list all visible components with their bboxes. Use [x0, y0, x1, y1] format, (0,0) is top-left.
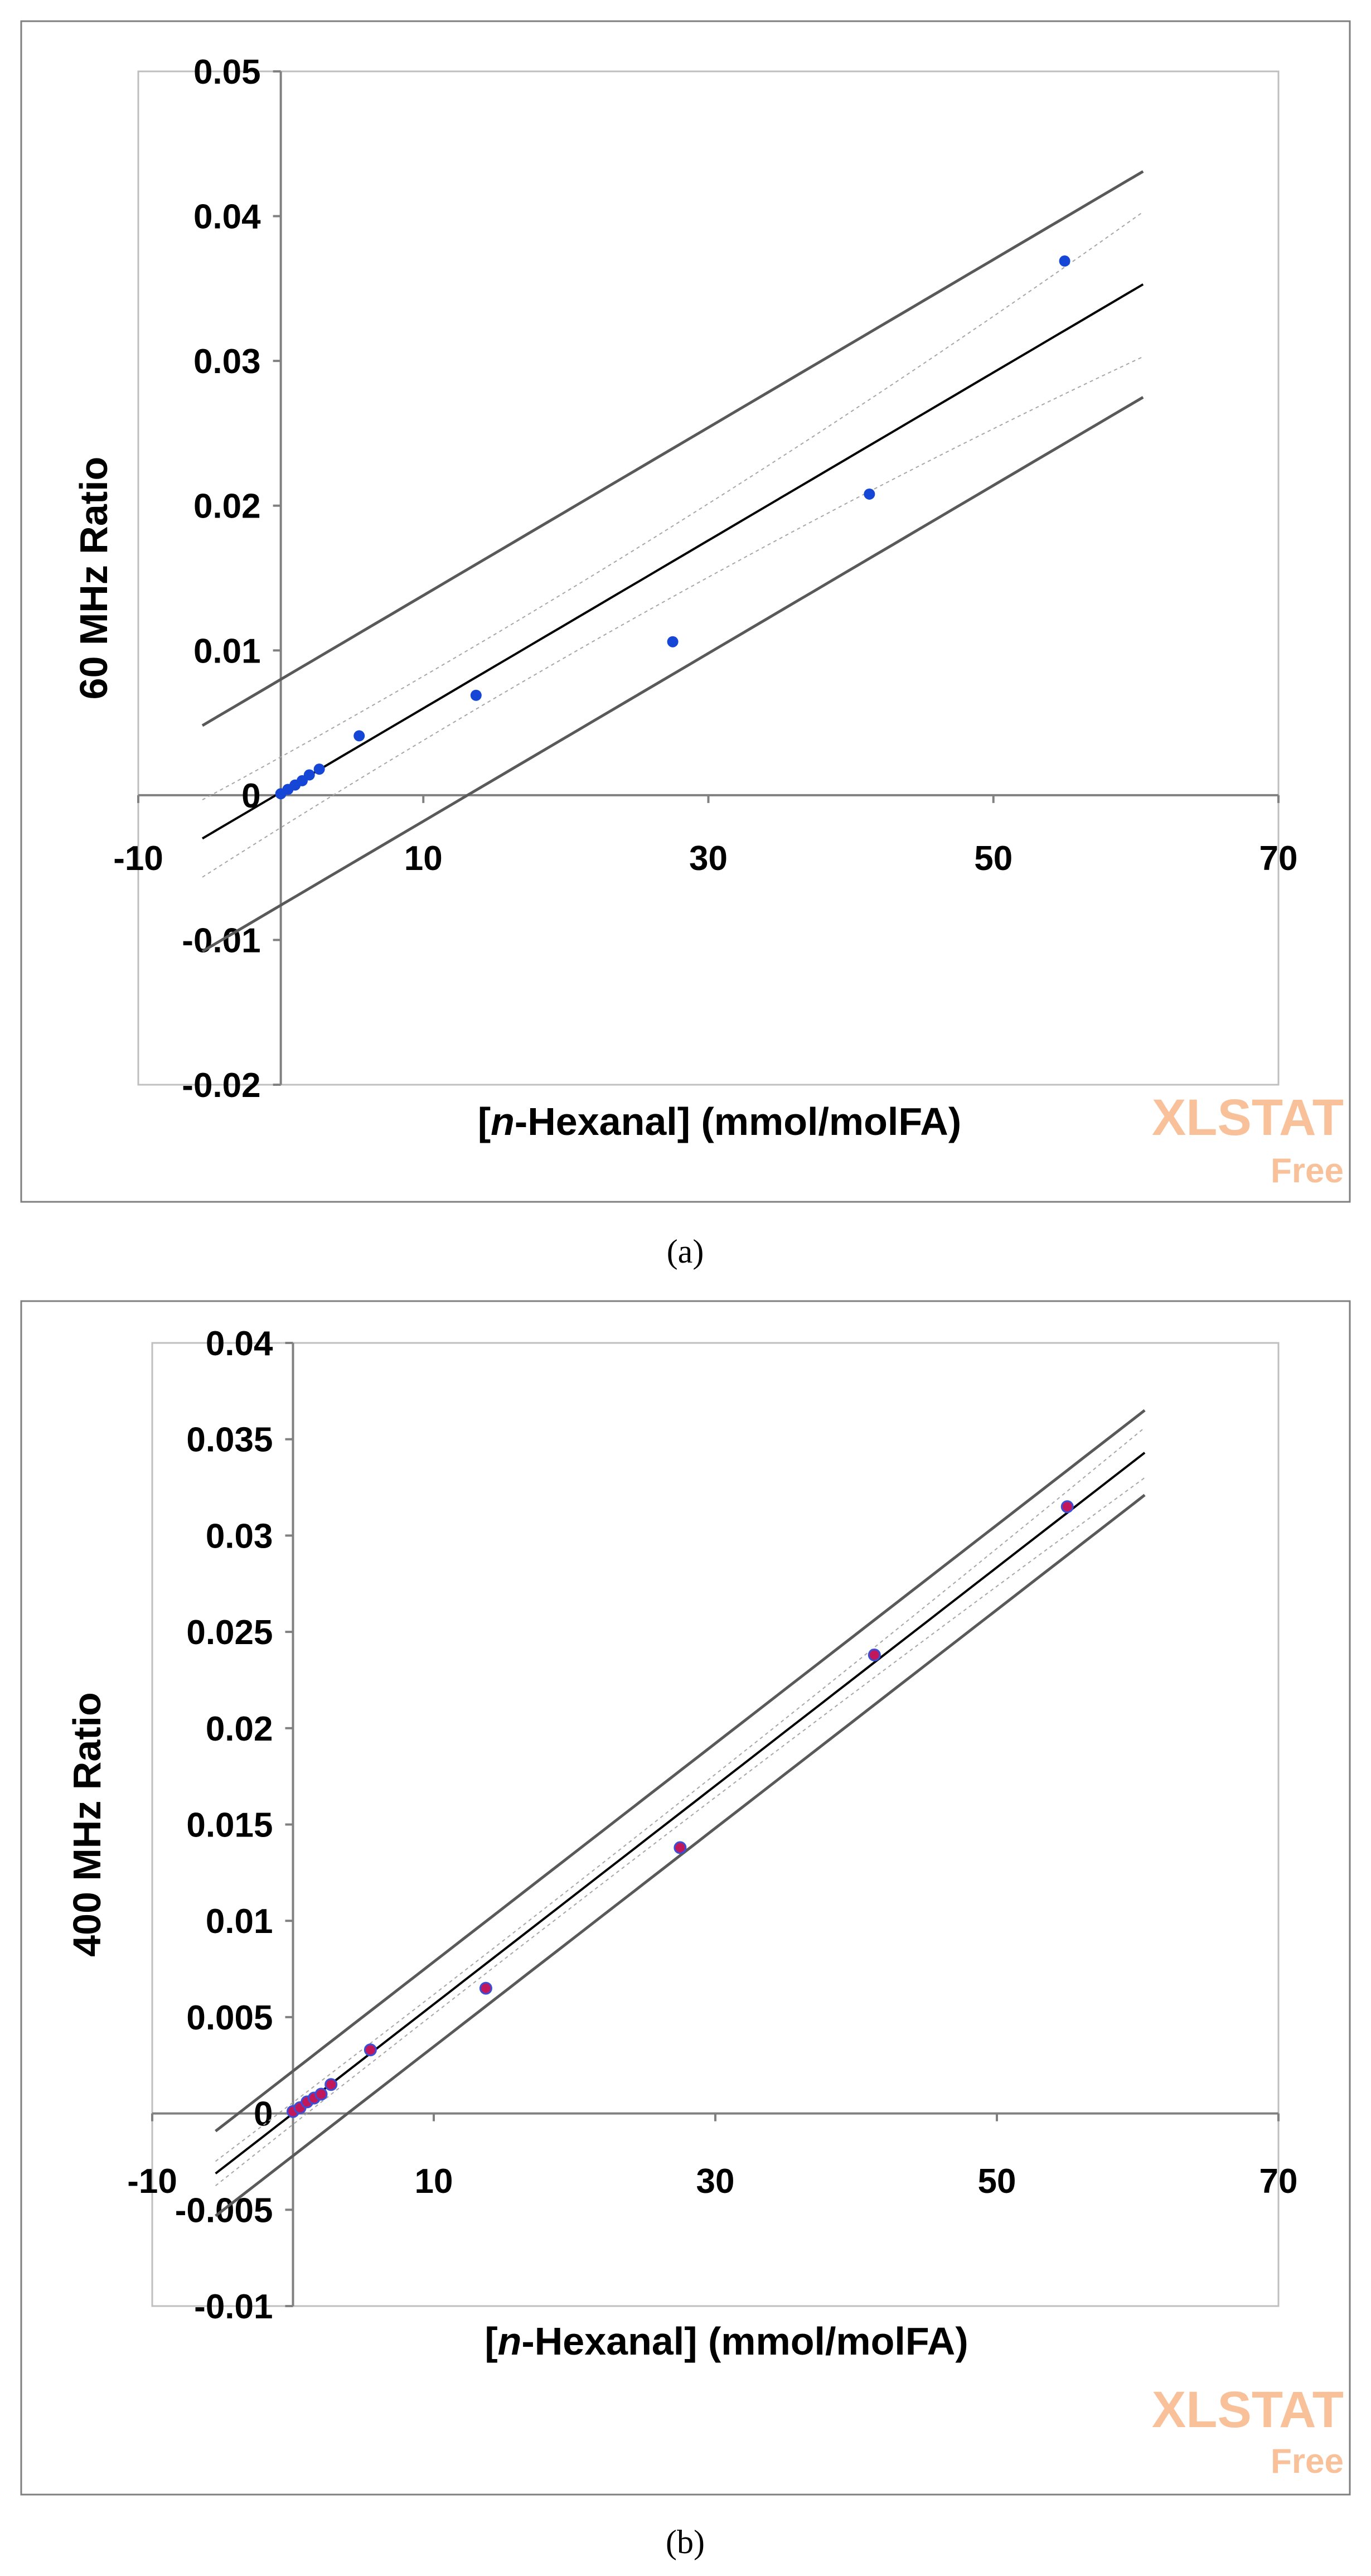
y-tick-label: -0.02 [182, 1066, 260, 1105]
chart-400mhz: -0.01-0.00500.0050.010.0150.020.0250.030… [20, 1300, 1351, 2496]
caption-b: (b) [666, 2524, 705, 2560]
data-point [324, 2078, 338, 2091]
data-point [1060, 1500, 1074, 1514]
y-axis-title: 400 MHz Ratio [65, 1692, 109, 1957]
x-tick-label: -10 [127, 2162, 177, 2201]
y-tick-label: 0.02 [206, 1710, 273, 1748]
data-point [303, 769, 315, 781]
x-tick-label: 10 [404, 839, 443, 878]
y-tick-label: 0.04 [206, 1325, 273, 1363]
y-tick-label: 0.025 [186, 1613, 273, 1652]
y-tick-label: 0.005 [186, 1999, 273, 2037]
y-tick-label: 0.035 [186, 1421, 273, 1459]
plot-area-border [151, 1342, 1280, 2307]
confidence-band-lower [215, 1477, 1145, 2186]
plot-area-border [137, 70, 1280, 1086]
y-tick-label: 0.04 [193, 198, 261, 236]
x-tick-label: 30 [696, 2162, 735, 2201]
x-axis-title: [n-Hexanal] (mmol/molFA) [478, 1100, 961, 1143]
data-point [470, 689, 482, 701]
y-tick-label: 0.01 [206, 1902, 273, 1941]
x-tick-label: 50 [974, 839, 1012, 878]
data-point [479, 1981, 492, 1995]
x-axis-title: [n-Hexanal] (mmol/molFA) [485, 2319, 968, 2363]
x-tick-label: 70 [1259, 2162, 1298, 2201]
y-tick-label: 0.05 [193, 53, 261, 91]
x-tick-label: 10 [415, 2162, 453, 2201]
prediction-band-lower [201, 396, 1144, 953]
y-tick-label: -0.01 [194, 2288, 273, 2326]
watermark-edition: Free [1271, 1152, 1344, 1190]
data-point [667, 636, 679, 647]
chart-outer-frame [20, 20, 1351, 1203]
watermark-brand: XLSTAT [1152, 2381, 1344, 2438]
y-tick-label: 0.03 [193, 342, 261, 381]
x-tick-label: 30 [689, 839, 728, 878]
y-tick-label: 0 [254, 2095, 273, 2134]
y-tick-label: 0.03 [206, 1517, 273, 1555]
prediction-band-upper [215, 1409, 1146, 2133]
caption-a: (a) [667, 1233, 704, 1270]
data-point [313, 763, 325, 775]
data-point [674, 1841, 687, 1854]
data-point [864, 488, 875, 500]
regression-line [201, 283, 1144, 840]
data-point [364, 2043, 377, 2057]
data-point [868, 1649, 881, 1662]
watermark-edition: Free [1271, 2442, 1344, 2481]
confidence-band-upper [215, 1427, 1145, 2162]
watermark-brand: XLSTAT [1152, 1089, 1344, 1146]
data-point [1059, 255, 1070, 267]
x-tick-label: -10 [113, 839, 163, 878]
confidence-band-upper [202, 211, 1144, 800]
y-axis-title: 60 MHz Ratio [72, 457, 115, 700]
confidence-band-lower [202, 356, 1144, 878]
data-point [314, 2087, 328, 2101]
prediction-band-upper [201, 170, 1144, 727]
prediction-band-lower [215, 1494, 1146, 2217]
regression-line [215, 1452, 1146, 2174]
data-point [353, 730, 365, 742]
y-tick-label: 0.015 [186, 1806, 273, 1845]
x-tick-label: 50 [978, 2162, 1016, 2201]
y-tick-label: 0.02 [193, 487, 261, 526]
x-tick-label: 70 [1259, 839, 1298, 878]
chart-outer-frame [20, 1300, 1351, 2496]
y-tick-label: 0.01 [193, 632, 261, 670]
